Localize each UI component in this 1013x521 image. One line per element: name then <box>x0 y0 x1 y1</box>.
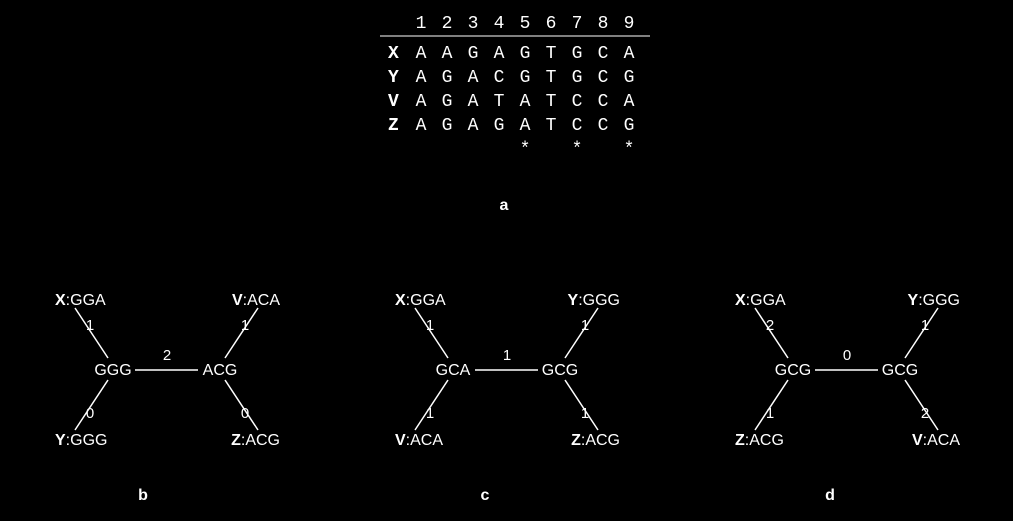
cell: A <box>520 116 531 136</box>
cell: T <box>546 116 557 136</box>
tree-node-X: X:GGA <box>55 292 106 309</box>
cell: A <box>416 116 427 136</box>
col-header: 9 <box>624 14 635 34</box>
alignment-table: 123456789XAAGAGTGCAYAGACGTGCGVAGATATCCAZ… <box>380 14 650 214</box>
tree-node-V: V:ACA <box>395 432 443 449</box>
cell: A <box>624 92 635 112</box>
edge-weight: 2 <box>163 347 171 364</box>
col-header: 2 <box>442 14 453 34</box>
edge-weight: 2 <box>921 405 929 422</box>
cell: C <box>598 116 609 136</box>
edge-weight: 0 <box>241 405 249 422</box>
cell: C <box>572 92 583 112</box>
tree-node-R: GCG <box>542 362 578 379</box>
cell: G <box>494 116 505 136</box>
edge-weight: 1 <box>581 317 589 334</box>
cell: A <box>494 44 505 64</box>
tree-panel-b: 1 0 2 1 0 X:GGA Y:GGG GGG ACG V:ACA Z:ACG b <box>55 292 280 504</box>
panel-label-b: b <box>138 487 148 504</box>
tree-node-Z: Z:ACG <box>735 432 784 449</box>
cell: C <box>598 44 609 64</box>
tree-node-Z: Z:ACG <box>571 432 620 449</box>
col-header: 1 <box>416 14 427 34</box>
cell: G <box>442 92 453 112</box>
tree-node-X: X:GGA <box>735 292 786 309</box>
cell: A <box>468 68 479 88</box>
col-header: 3 <box>468 14 479 34</box>
tree-node-R: ACG <box>203 362 238 379</box>
cell: A <box>416 44 427 64</box>
tree-node-L: GCG <box>775 362 811 379</box>
edge-weight: 1 <box>766 405 774 422</box>
cell: A <box>468 92 479 112</box>
tree-node-V: V:ACA <box>232 292 280 309</box>
cell: G <box>442 116 453 136</box>
cell: G <box>624 116 635 136</box>
tree-node-X: X:GGA <box>395 292 446 309</box>
row-label: Y <box>388 68 399 88</box>
col-header: 5 <box>520 14 531 34</box>
cell: A <box>442 44 453 64</box>
cell: T <box>546 44 557 64</box>
edge-weight: 1 <box>86 317 94 334</box>
cell: A <box>416 68 427 88</box>
variable-site-marker: * <box>520 140 531 160</box>
tree-node-V: V:ACA <box>912 432 960 449</box>
cell: G <box>468 44 479 64</box>
row-label: Z <box>388 116 399 136</box>
panel-label-c: c <box>481 487 490 504</box>
col-header: 7 <box>572 14 583 34</box>
tree-node-Z: Z:ACG <box>231 432 280 449</box>
cell: T <box>546 68 557 88</box>
panel-label-d: d <box>825 487 835 504</box>
variable-site-marker: * <box>572 140 583 160</box>
col-header: 4 <box>494 14 505 34</box>
col-header: 6 <box>546 14 557 34</box>
edge-weight: 0 <box>86 405 94 422</box>
cell: C <box>494 68 505 88</box>
cell: A <box>416 92 427 112</box>
tree-panel-d: 2 1 0 1 2 X:GGA Z:ACG GCG GCG Y:GGG V:ACA d <box>735 292 960 504</box>
tree-node-Y: Y:GGG <box>568 292 620 309</box>
edge-weight: 1 <box>581 405 589 422</box>
cell: A <box>624 44 635 64</box>
cell: C <box>598 92 609 112</box>
panel-label-a: a <box>500 197 509 214</box>
cell: A <box>468 116 479 136</box>
tree-panel-c: 1 1 1 1 1 X:GGA V:ACA GCA GCG Y:GGG Z:ACG c <box>395 292 620 504</box>
cell: G <box>520 44 531 64</box>
cell: G <box>520 68 531 88</box>
cell: G <box>442 68 453 88</box>
tree-node-R: GCG <box>882 362 918 379</box>
cell: G <box>572 44 583 64</box>
cell: C <box>572 116 583 136</box>
tree-node-Y: Y:GGG <box>908 292 960 309</box>
row-label: X <box>388 44 399 64</box>
edge-weight: 2 <box>766 317 774 334</box>
cell: C <box>598 68 609 88</box>
tree-node-L: GGG <box>94 362 131 379</box>
edge-weight: 1 <box>241 317 249 334</box>
tree-node-L: GCA <box>436 362 471 379</box>
edge-weight: 1 <box>503 347 511 364</box>
row-label: V <box>388 92 399 112</box>
cell: A <box>520 92 531 112</box>
edge-weight: 0 <box>843 347 851 364</box>
edge-weight: 1 <box>921 317 929 334</box>
variable-site-marker: * <box>624 140 635 160</box>
edge-weight: 1 <box>426 405 434 422</box>
cell: T <box>546 92 557 112</box>
figure-canvas: 123456789XAAGAGTGCAYAGACGTGCGVAGATATCCAZ… <box>0 0 1013 521</box>
cell: T <box>494 92 505 112</box>
cell: G <box>624 68 635 88</box>
cell: G <box>572 68 583 88</box>
tree-node-Y: Y:GGG <box>55 432 107 449</box>
col-header: 8 <box>598 14 609 34</box>
edge-weight: 1 <box>426 317 434 334</box>
